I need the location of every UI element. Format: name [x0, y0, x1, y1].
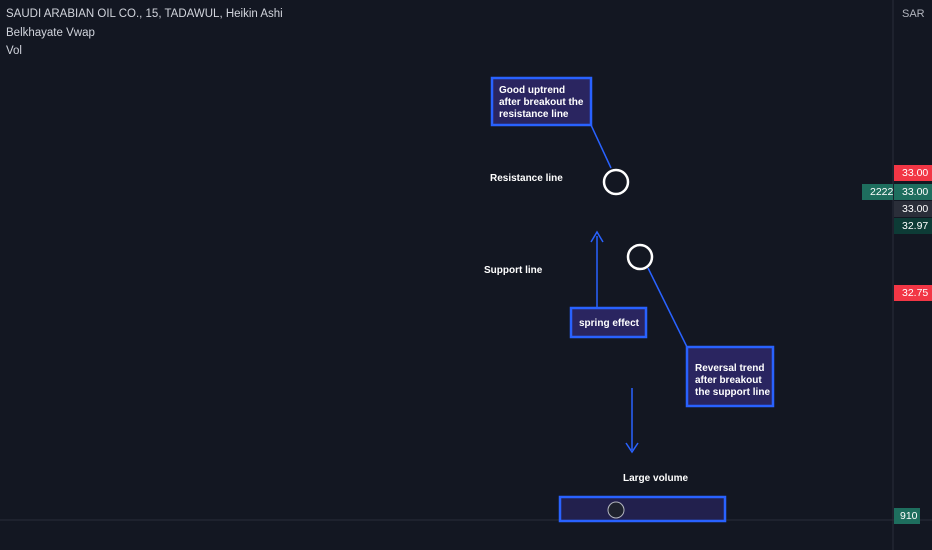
annotation-box	[685, 345, 775, 408]
badge	[862, 184, 893, 200]
badge	[894, 201, 932, 217]
annotation: after breakout the	[499, 97, 584, 108]
annotation: Good uptrend	[499, 85, 565, 96]
indicator-label: Belkhayate Vwap	[6, 27, 95, 39]
marker	[626, 243, 654, 271]
currency: SAR	[902, 8, 925, 20]
badge-label: 910	[900, 510, 918, 522]
arrow-head	[625, 442, 639, 454]
badge	[894, 184, 932, 200]
annotation: Reversal trend	[695, 363, 764, 374]
badge-label: 33.00	[902, 203, 928, 215]
annotation-box	[558, 495, 727, 523]
annotation: the support line	[695, 387, 770, 398]
annotation: resistance line	[499, 109, 569, 120]
badge-label: 2222	[870, 186, 894, 198]
arrow-head	[590, 230, 604, 243]
badge	[894, 508, 920, 524]
arrow	[590, 124, 612, 169]
icon[interactable]	[607, 501, 625, 519]
badge	[894, 285, 932, 301]
marker	[602, 168, 630, 196]
annotation: after breakout	[695, 375, 762, 386]
badge-label: 32.75	[902, 287, 928, 299]
arrow	[647, 267, 688, 348]
badge	[894, 165, 932, 181]
badge-label: 33.00	[902, 186, 928, 198]
annotation-box	[569, 306, 648, 339]
annotation: Support line	[484, 265, 543, 276]
badge-label: 33.00	[902, 167, 928, 179]
chart-title: SAUDI ARABIAN OIL CO., 15, TADAWUL, Heik…	[6, 8, 283, 20]
badge-label: 32.97	[902, 220, 928, 232]
badge	[894, 218, 932, 234]
annotation-box	[490, 76, 593, 127]
indicator-label: Vol	[6, 45, 22, 57]
annotation: Large volume	[623, 473, 688, 484]
annotation: spring effect	[579, 318, 640, 329]
annotation: Resistance line	[490, 173, 563, 184]
